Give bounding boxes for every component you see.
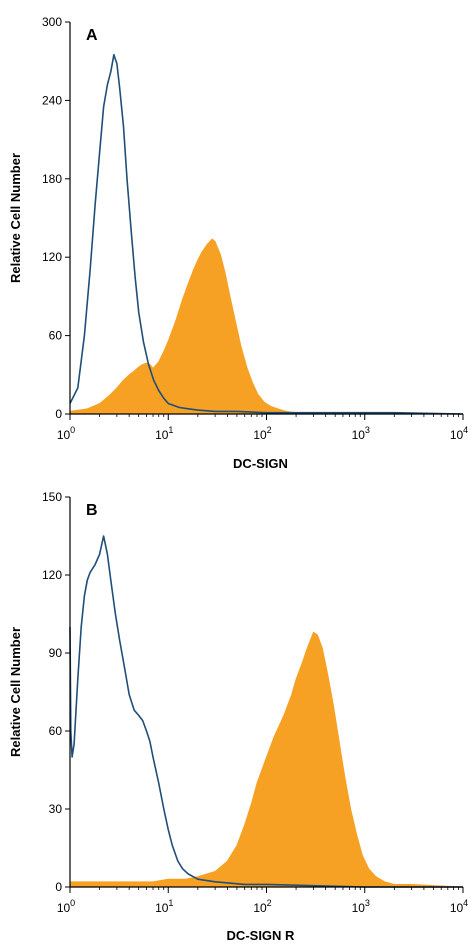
x-tick-base: 10 <box>450 901 464 915</box>
stained-histogram-area <box>69 631 464 888</box>
y-tick-label: 120 <box>42 568 62 582</box>
isotype-control-outline <box>69 53 464 415</box>
isotype-control-outline <box>69 535 463 888</box>
y-tick-label: 90 <box>49 646 63 660</box>
x-tick-base: 10 <box>253 901 267 915</box>
x-tick-base: 10 <box>352 901 366 915</box>
x-tick-exponent: 1 <box>168 898 173 908</box>
x-tick-base: 10 <box>450 428 464 442</box>
x-tick-exponent: 3 <box>365 425 370 435</box>
y-axis-title: Relative Cell Number <box>8 627 23 757</box>
x-tick-base: 10 <box>57 428 71 442</box>
y-tick-label: 60 <box>49 724 63 738</box>
x-tick-label: 101 <box>155 898 173 915</box>
y-tick-label: 60 <box>49 329 63 343</box>
y-tick-label: 240 <box>42 93 62 107</box>
x-tick-label: 100 <box>57 425 75 442</box>
x-tick-exponent: 0 <box>70 425 75 435</box>
x-tick-label: 102 <box>253 425 271 442</box>
x-tick-base: 10 <box>155 428 169 442</box>
y-tick-label: 180 <box>42 172 62 186</box>
x-tick-base: 10 <box>155 901 169 915</box>
x-tick-base: 10 <box>57 901 71 915</box>
y-tick-label: 120 <box>42 250 62 264</box>
x-axis-title: DC-SIGN <box>233 456 288 471</box>
panel-label: B <box>86 502 98 519</box>
y-tick-label: 0 <box>55 407 62 421</box>
x-tick-exponent: 2 <box>267 898 272 908</box>
panel-label: A <box>86 27 98 44</box>
y-tick-label: 150 <box>42 490 62 504</box>
y-tick-label: 300 <box>42 15 62 29</box>
x-tick-label: 100 <box>57 898 75 915</box>
y-tick-label: 0 <box>55 880 62 894</box>
x-tick-exponent: 1 <box>168 425 173 435</box>
x-tick-exponent: 2 <box>267 425 272 435</box>
y-tick-label: 30 <box>49 802 63 816</box>
x-tick-base: 10 <box>352 428 366 442</box>
x-tick-exponent: 3 <box>365 898 370 908</box>
x-tick-label: 101 <box>155 425 173 442</box>
x-tick-label: 104 <box>450 898 468 915</box>
x-tick-label: 103 <box>352 898 370 915</box>
x-axis-title: DC-SIGN R <box>227 928 296 943</box>
stained-histogram-area <box>69 238 463 415</box>
x-tick-exponent: 4 <box>463 425 468 435</box>
x-tick-base: 10 <box>253 428 267 442</box>
x-tick-exponent: 4 <box>463 898 468 908</box>
x-tick-label: 103 <box>352 425 370 442</box>
x-tick-label: 102 <box>253 898 271 915</box>
y-axis-title: Relative Cell Number <box>8 153 23 283</box>
x-tick-exponent: 0 <box>70 898 75 908</box>
x-tick-label: 104 <box>450 425 468 442</box>
